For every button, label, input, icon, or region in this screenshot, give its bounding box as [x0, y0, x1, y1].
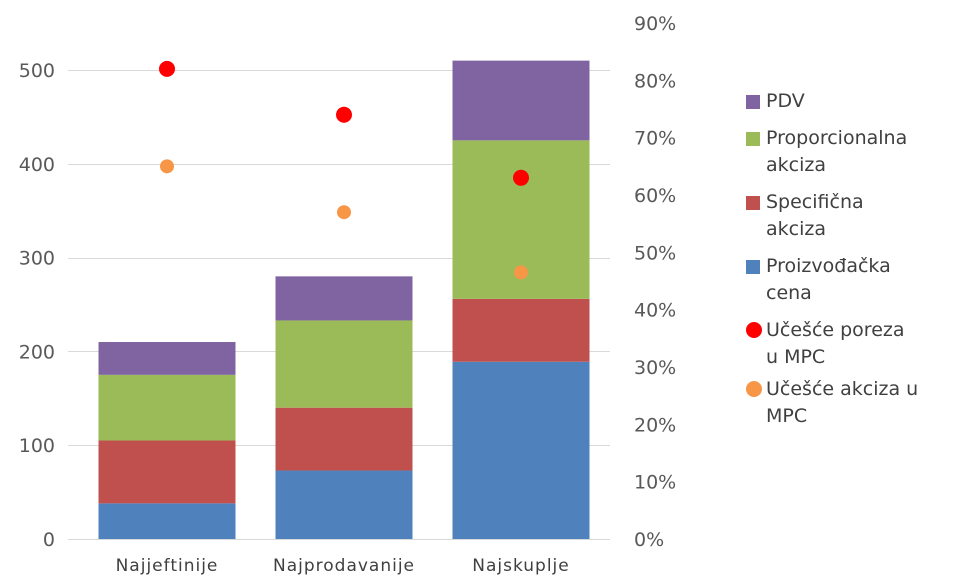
- right-tick-70pct: 70%: [634, 128, 676, 150]
- left-tick-500: 500: [19, 60, 55, 82]
- legend-item-u-e-e-akciza-u-mpc: Učešće akciza u MPC: [746, 376, 956, 430]
- legend-label-line: Specifična: [766, 191, 864, 213]
- bar-proizvo-a-ka-cena-najprodavanije: [275, 470, 413, 539]
- legend-label-line: akciza: [766, 154, 826, 176]
- right-tick-30pct: 30%: [634, 357, 676, 379]
- bar-proizvo-a-ka-cena-najskuplje: [452, 361, 590, 539]
- legend-item-pdv: PDV: [746, 88, 956, 115]
- bar-pdv-najprodavanije: [275, 276, 413, 321]
- scatter-points: [159, 60, 529, 280]
- right-tick-20pct: 20%: [634, 414, 676, 436]
- legend-swatch: [746, 322, 762, 338]
- bar-specifi-na-akciza-najprodavanije: [275, 407, 413, 471]
- right-tick-0pct: 0%: [634, 529, 664, 551]
- left-tick-100: 100: [19, 435, 55, 457]
- bar-pdv-najskuplje: [452, 60, 590, 141]
- bar-proizvo-a-ka-cena-najjeftinije: [98, 503, 236, 539]
- legend-item-proizvo-a-ka-cena: Proizvođačka cena: [746, 253, 956, 307]
- legend-swatch: [746, 132, 760, 146]
- category-label-najskuplje: Najskuplje: [472, 556, 570, 576]
- legend-label-line: u MPC: [766, 346, 826, 368]
- legend-label: Proporcionalna akciza: [766, 125, 907, 179]
- bar-proporcionalna-akciza-najjeftinije: [98, 374, 236, 441]
- bar-segments: [98, 60, 590, 539]
- legend-item-proporcionalna-akciza: Proporcionalna akciza: [746, 125, 956, 179]
- category-labels: Najjeftinije Najprodavanije Najskuplje: [116, 556, 570, 576]
- legend-label: Specifična akciza: [766, 189, 864, 243]
- legend-label: Učešće poreza u MPC: [766, 317, 905, 371]
- legend-label-line: cena: [766, 282, 812, 304]
- bar-pdv-najjeftinije: [98, 342, 236, 375]
- legend-label-line: Proporcionalna: [766, 127, 908, 149]
- legend-label: Proizvođačka cena: [766, 253, 891, 307]
- right-tick-80pct: 80%: [634, 70, 676, 92]
- point-u-e-e-akciza-u-mpc-najskuplje: [514, 265, 528, 280]
- bar-specifi-na-akciza-najskuplje: [452, 298, 590, 362]
- legend-label-line: PDV: [766, 90, 805, 112]
- legend-swatch: [746, 196, 760, 210]
- legend-label-line: Učešće akciza u: [766, 378, 919, 400]
- point-u-e-e-akciza-u-mpc-najprodavanije: [337, 205, 351, 220]
- legend: PDV Proporcionalna akciza Specifična akciza P…: [746, 88, 956, 435]
- left-tick-400: 400: [19, 154, 55, 176]
- legend-swatch: [746, 381, 762, 397]
- right-tick-10pct: 10%: [634, 472, 676, 494]
- legend-label-line: MPC: [766, 405, 808, 427]
- right-tick-60pct: 60%: [634, 185, 676, 207]
- category-label-najjeftinije: Najjeftinije: [116, 556, 219, 576]
- right-axis-ticks: 0% 10% 20% 30% 40% 50% 60% 70% 80% 90%: [634, 13, 676, 551]
- point-u-e-e-poreza-u-mpc-najjeftinije: [159, 60, 175, 77]
- legend-label-line: Učešće poreza: [766, 319, 905, 341]
- legend-label-line: akciza: [766, 218, 826, 240]
- left-tick-200: 200: [19, 341, 55, 363]
- legend-item-u-e-e-poreza-u-mpc: Učešće poreza u MPC: [746, 317, 956, 371]
- legend-swatch: [746, 95, 760, 109]
- right-tick-90pct: 90%: [634, 13, 676, 35]
- legend-swatch: [746, 260, 760, 274]
- left-tick-300: 300: [19, 248, 55, 270]
- bar-specifi-na-akciza-najjeftinije: [98, 440, 236, 504]
- legend-label: PDV: [766, 88, 805, 115]
- legend-label-line: Proizvođačka: [766, 255, 891, 277]
- right-tick-40pct: 40%: [634, 300, 676, 322]
- right-tick-50pct: 50%: [634, 242, 676, 264]
- legend-label: Učešće akciza u MPC: [766, 376, 918, 430]
- left-axis-ticks: 0 100 200 300 400 500: [19, 60, 55, 551]
- left-tick-0: 0: [43, 529, 55, 551]
- point-u-e-e-akciza-u-mpc-najjeftinije: [160, 159, 174, 174]
- category-label-najprodavanije: Najprodavanije: [273, 556, 415, 576]
- point-u-e-e-poreza-u-mpc-najskuplje: [513, 169, 529, 186]
- bar-proporcionalna-akciza-najprodavanije: [275, 320, 413, 408]
- legend-item-specifi-na-akciza: Specifična akciza: [746, 189, 956, 243]
- point-u-e-e-poreza-u-mpc-najprodavanije: [336, 106, 352, 123]
